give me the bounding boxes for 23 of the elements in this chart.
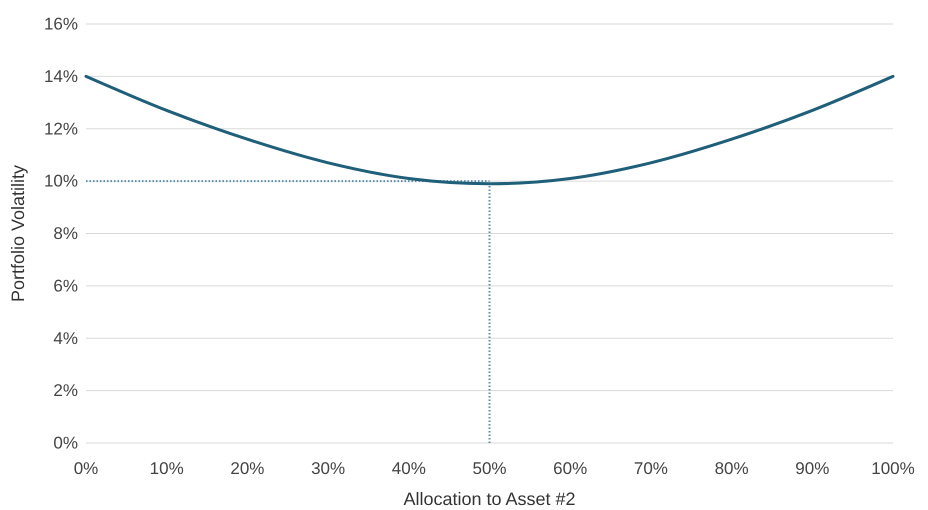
x-tick-label: 0% [74, 459, 98, 478]
x-tick-label: 40% [392, 459, 426, 478]
y-tick-label: 12% [44, 119, 78, 138]
x-tick-label: 90% [795, 459, 830, 478]
y-tick-label: 2% [53, 381, 78, 400]
x-tick-label: 30% [311, 459, 346, 478]
x-axis-title: Allocation to Asset #2 [403, 489, 576, 509]
line-series [84, 74, 894, 186]
y-tick-label: 8% [53, 224, 78, 243]
x-tick-label: 80% [714, 459, 749, 478]
x-tick-label: 100% [871, 459, 915, 478]
y-tick-label: 6% [53, 276, 78, 296]
x-tick-label: 60% [553, 459, 588, 478]
y-tick-label: 14% [44, 66, 78, 86]
y-tick-label: 10% [44, 172, 78, 191]
y-tick-label: 4% [53, 328, 78, 348]
y-tick-label: 16% [44, 14, 78, 34]
x-tick-label: 20% [230, 459, 264, 478]
y-axis-title: Portfolio Volatility [8, 164, 28, 302]
x-tick-label: 10% [150, 459, 184, 478]
x-tick-label: 70% [634, 459, 668, 478]
x-tick-label: 50% [472, 459, 507, 478]
y-tick-label: 0% [53, 434, 78, 452]
